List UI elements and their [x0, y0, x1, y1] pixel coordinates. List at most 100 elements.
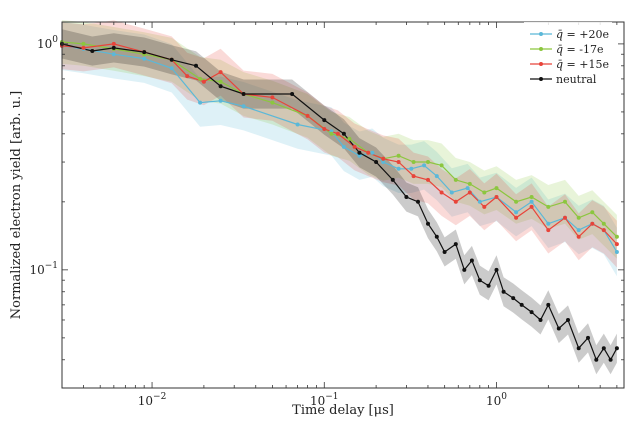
point-series-0-2 [111, 52, 116, 57]
series-markers [60, 40, 619, 362]
point-series-2-12 [335, 131, 340, 136]
legend-marker-0 [539, 32, 543, 36]
point-series-3-9 [322, 118, 327, 123]
point-series-2-16 [396, 160, 401, 164]
point-series-3-36 [601, 346, 606, 351]
point-series-0-4 [169, 66, 174, 71]
point-series-1-22 [514, 199, 519, 204]
point-series-0-23 [529, 199, 534, 204]
point-series-0-10 [341, 144, 346, 149]
point-series-2-6 [201, 79, 206, 84]
y-tick-label-1: 100 [37, 35, 58, 51]
point-series-3-13 [390, 177, 395, 182]
point-series-1-14 [396, 153, 401, 158]
point-series-2-30 [601, 228, 606, 233]
point-series-0-14 [396, 166, 401, 171]
point-series-3-25 [501, 289, 506, 294]
point-series-1-20 [482, 190, 487, 195]
point-series-3-1 [90, 49, 95, 53]
plot-frame [61, 21, 625, 389]
band-series-2 [62, 20, 617, 268]
point-series-0-8 [295, 122, 300, 127]
legend-marker-1 [539, 47, 543, 51]
point-series-3-10 [341, 131, 346, 136]
point-series-3-6 [218, 84, 223, 89]
point-series-3-8 [290, 92, 295, 96]
point-series-0-17 [434, 174, 439, 179]
legend-marker-3 [539, 77, 543, 81]
point-series-1-15 [411, 160, 416, 164]
point-series-1-8 [270, 100, 275, 105]
point-series-2-19 [439, 190, 444, 195]
point-series-2-9 [270, 95, 275, 100]
point-series-3-2 [111, 45, 116, 50]
point-series-3-18 [442, 250, 447, 254]
point-series-3-5 [194, 63, 198, 68]
legend-label-1: q̄ = -17e [556, 43, 603, 56]
x-axis-label: Time delay [μs] [292, 403, 394, 418]
point-series-1-27 [590, 210, 595, 215]
point-series-0-11 [357, 153, 362, 158]
point-series-3-38 [614, 346, 619, 351]
legend: q̄ = +20e q̄ = -17e q̄ = +15e neutral [524, 22, 612, 88]
point-series-0-13 [381, 160, 386, 164]
line-series-2 [61, 43, 618, 245]
point-series-3-24 [494, 267, 499, 272]
point-series-2-2 [111, 41, 116, 46]
point-series-3-12 [374, 160, 379, 164]
point-series-0-7 [241, 104, 246, 109]
point-series-1-26 [576, 215, 581, 220]
point-series-3-29 [538, 318, 543, 322]
point-series-1-18 [453, 177, 458, 182]
point-series-0-29 [614, 250, 619, 254]
point-series-1-11 [347, 136, 352, 141]
legend-label-0: q̄ = +20e [556, 28, 609, 41]
line-series-0 [61, 45, 618, 253]
point-series-3-34 [586, 335, 590, 340]
point-series-0-3 [142, 56, 147, 61]
point-series-0-20 [477, 199, 482, 204]
point-series-3-23 [486, 283, 491, 288]
legend-label-3: neutral [556, 73, 597, 86]
band-series-3 [62, 29, 617, 375]
point-series-3-28 [529, 310, 534, 315]
line-series-1 [61, 41, 618, 238]
point-series-1-6 [218, 79, 223, 84]
point-series-3-22 [477, 278, 482, 283]
point-series-2-7 [218, 70, 223, 75]
point-series-2-17 [411, 174, 416, 179]
point-series-3-19 [453, 242, 458, 247]
point-series-3-14 [404, 195, 409, 199]
point-series-1-17 [439, 163, 444, 168]
point-series-3-31 [556, 326, 561, 331]
point-series-0-12 [370, 150, 375, 155]
point-series-1-21 [494, 186, 499, 191]
point-series-1-10 [329, 131, 334, 136]
point-series-0-16 [422, 163, 427, 168]
point-series-1-5 [198, 76, 203, 81]
point-series-3-11 [357, 150, 362, 155]
point-series-2-13 [352, 144, 357, 149]
point-series-2-10 [305, 113, 310, 118]
point-series-2-11 [322, 127, 327, 131]
point-series-2-27 [563, 215, 567, 220]
point-series-3-16 [426, 221, 430, 226]
point-series-1-16 [426, 160, 430, 164]
legend-box [524, 22, 612, 88]
legend-marker-2 [539, 62, 543, 66]
tick-labels: 10−2 10−1 100 10−1 100 [29, 35, 507, 408]
y-tick-label-0: 10−1 [29, 261, 58, 277]
point-series-2-5 [185, 74, 190, 79]
point-series-3-32 [566, 318, 570, 322]
point-series-2-15 [381, 156, 386, 161]
point-series-0-5 [198, 100, 203, 105]
point-series-3-26 [511, 296, 516, 301]
point-series-1-19 [467, 181, 472, 186]
legend-label-2: q̄ = +15e [556, 58, 609, 71]
band-series-0 [62, 21, 617, 277]
point-series-2-26 [546, 228, 551, 233]
point-series-2-1 [81, 45, 86, 50]
point-series-2-29 [590, 221, 595, 226]
point-series-2-28 [576, 234, 581, 239]
